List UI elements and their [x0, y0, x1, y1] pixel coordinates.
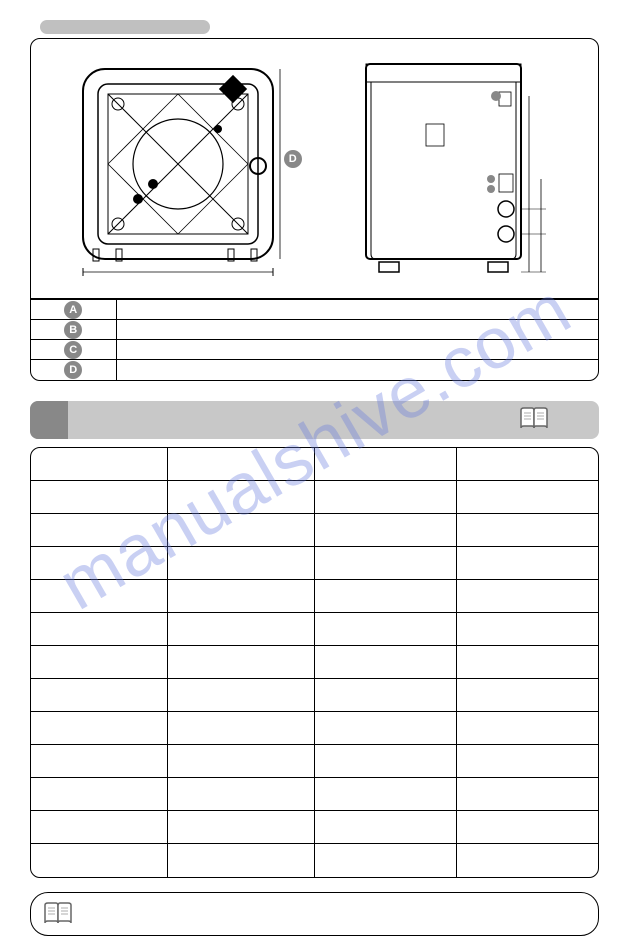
book-icon	[519, 406, 549, 432]
table-row	[31, 844, 598, 877]
table-row	[31, 580, 598, 613]
table-row	[31, 481, 598, 514]
table-row	[31, 613, 598, 646]
diagram-top-view: D	[51, 49, 305, 288]
note-box	[30, 892, 599, 936]
spec-row: B	[31, 320, 598, 340]
label-d: D	[64, 361, 82, 379]
callout-d: D	[284, 150, 302, 168]
table-row	[31, 547, 598, 580]
header-tab	[30, 20, 599, 36]
spec-table: A B C D	[31, 299, 598, 380]
table-row	[31, 679, 598, 712]
table-row	[31, 712, 598, 745]
label-a: A	[64, 301, 82, 319]
diagram-panel: D	[30, 38, 599, 381]
label-c: C	[64, 341, 82, 359]
label-b: B	[64, 321, 82, 339]
book-icon	[43, 901, 73, 927]
spec-row: D	[31, 360, 598, 380]
table-row	[31, 778, 598, 811]
table-row	[31, 514, 598, 547]
table-row	[31, 448, 598, 481]
data-table	[31, 448, 598, 877]
table-row	[31, 646, 598, 679]
section-header-bar	[30, 401, 599, 439]
diagram-side-view	[325, 49, 579, 288]
data-table-panel	[30, 447, 599, 878]
diagram-area: D	[31, 39, 598, 299]
spec-row: C	[31, 340, 598, 360]
table-row	[31, 811, 598, 844]
table-row	[31, 745, 598, 778]
spec-row: A	[31, 300, 598, 320]
